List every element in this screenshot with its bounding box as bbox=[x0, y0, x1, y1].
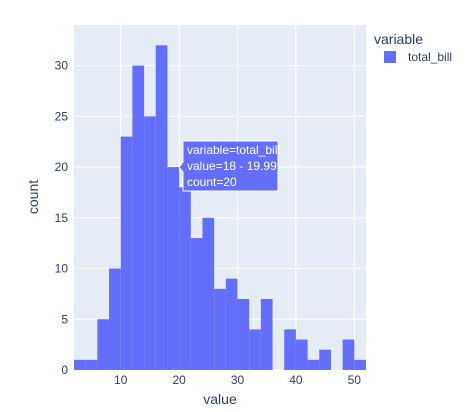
x-tick-label: 50 bbox=[348, 373, 362, 387]
legend-title: variable bbox=[374, 31, 423, 47]
histogram-bar[interactable] bbox=[237, 298, 250, 370]
x-tick-label: 10 bbox=[114, 373, 128, 387]
histogram-bar[interactable] bbox=[225, 278, 238, 370]
y-axis-title: count bbox=[25, 180, 41, 214]
bars-layer bbox=[74, 45, 366, 371]
histogram-bar[interactable] bbox=[307, 359, 320, 370]
histogram-bar[interactable] bbox=[260, 298, 273, 370]
y-tick-label: 5 bbox=[61, 312, 68, 326]
y-tick-label: 10 bbox=[55, 262, 69, 276]
hover-tooltip: variable=total_bill value=18 - 19.99 cou… bbox=[178, 140, 280, 192]
hover-line-variable: variable=total_bill bbox=[187, 143, 280, 157]
histogram-bar[interactable] bbox=[319, 349, 331, 370]
hover-tooltip-box bbox=[178, 140, 279, 192]
histogram-bar[interactable] bbox=[214, 288, 226, 370]
histogram-bar[interactable] bbox=[109, 268, 121, 370]
histogram-bar[interactable] bbox=[155, 45, 168, 370]
histogram-bar[interactable] bbox=[342, 339, 355, 370]
y-tick-label: 30 bbox=[55, 59, 69, 73]
histogram-bar[interactable] bbox=[167, 167, 180, 370]
histogram-bar[interactable] bbox=[190, 238, 203, 370]
histogram-bar[interactable] bbox=[120, 136, 133, 370]
y-tick-label: 25 bbox=[55, 109, 69, 123]
histogram-bar[interactable] bbox=[295, 339, 308, 370]
histogram-bar[interactable] bbox=[179, 187, 191, 370]
histogram-bar[interactable] bbox=[132, 65, 145, 371]
histogram-bar[interactable] bbox=[354, 359, 366, 370]
histogram-bar[interactable] bbox=[284, 329, 296, 370]
histogram-bar[interactable] bbox=[249, 329, 261, 370]
ticks-layer: 10 20 30 40 50 0 5 10 15 20 25 30 bbox=[55, 59, 362, 387]
legend: variable total_bill bbox=[374, 31, 452, 64]
legend-item-label: total_bill bbox=[408, 50, 452, 64]
x-tick-label: 30 bbox=[231, 373, 245, 387]
x-axis-title: value bbox=[203, 391, 237, 407]
histogram-bar[interactable] bbox=[144, 116, 156, 370]
hover-line-count: count=20 bbox=[187, 175, 237, 189]
histogram-bar[interactable] bbox=[202, 217, 215, 370]
y-tick-label: 15 bbox=[55, 211, 69, 225]
legend-swatch bbox=[384, 51, 396, 63]
x-tick-label: 20 bbox=[172, 373, 186, 387]
histogram-bar[interactable] bbox=[85, 359, 98, 370]
hover-line-value: value=18 - 19.99 bbox=[187, 159, 277, 173]
histogram-bar[interactable] bbox=[74, 359, 86, 370]
y-tick-label: 0 bbox=[61, 363, 68, 377]
legend-item-total-bill[interactable]: total_bill bbox=[384, 50, 452, 64]
y-tick-label: 20 bbox=[55, 160, 69, 174]
x-tick-label: 40 bbox=[289, 373, 303, 387]
histogram-bar[interactable] bbox=[97, 319, 110, 370]
